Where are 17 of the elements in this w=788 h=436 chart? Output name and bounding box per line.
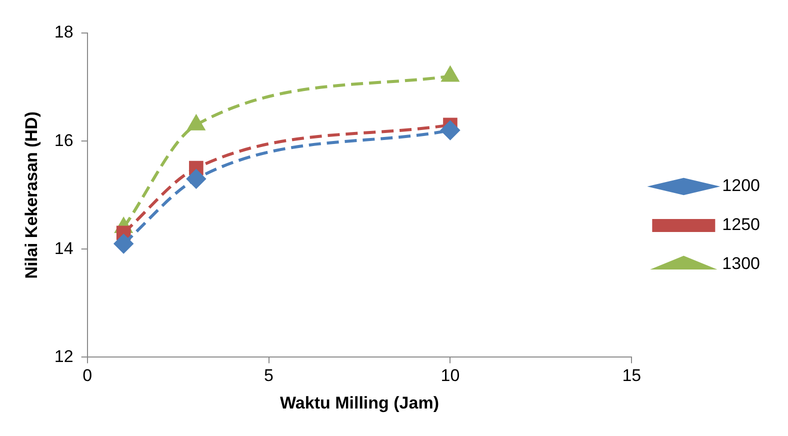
x-tick-label: 10 [440, 366, 460, 386]
x-tick-label: 5 [264, 366, 274, 386]
y-tick-label: 14 [54, 238, 74, 258]
point [186, 169, 206, 188]
y-tick-label: 18 [54, 22, 74, 42]
y-tick-label: 12 [54, 346, 74, 366]
point [442, 66, 459, 82]
x-tick-label: 15 [622, 366, 642, 386]
point [114, 234, 134, 254]
legend-label: 1300 [722, 254, 760, 274]
x-axis-title: Waktu Milling (Jam) [280, 393, 439, 412]
point [440, 120, 460, 140]
y-axis-title: Nilai Kekerasan (HD) [22, 111, 41, 279]
legend-label: 1200 [722, 176, 760, 196]
y-tick-label: 16 [54, 130, 74, 150]
legend-label: 1250 [722, 215, 760, 234]
x-tick-label: 0 [82, 366, 92, 386]
